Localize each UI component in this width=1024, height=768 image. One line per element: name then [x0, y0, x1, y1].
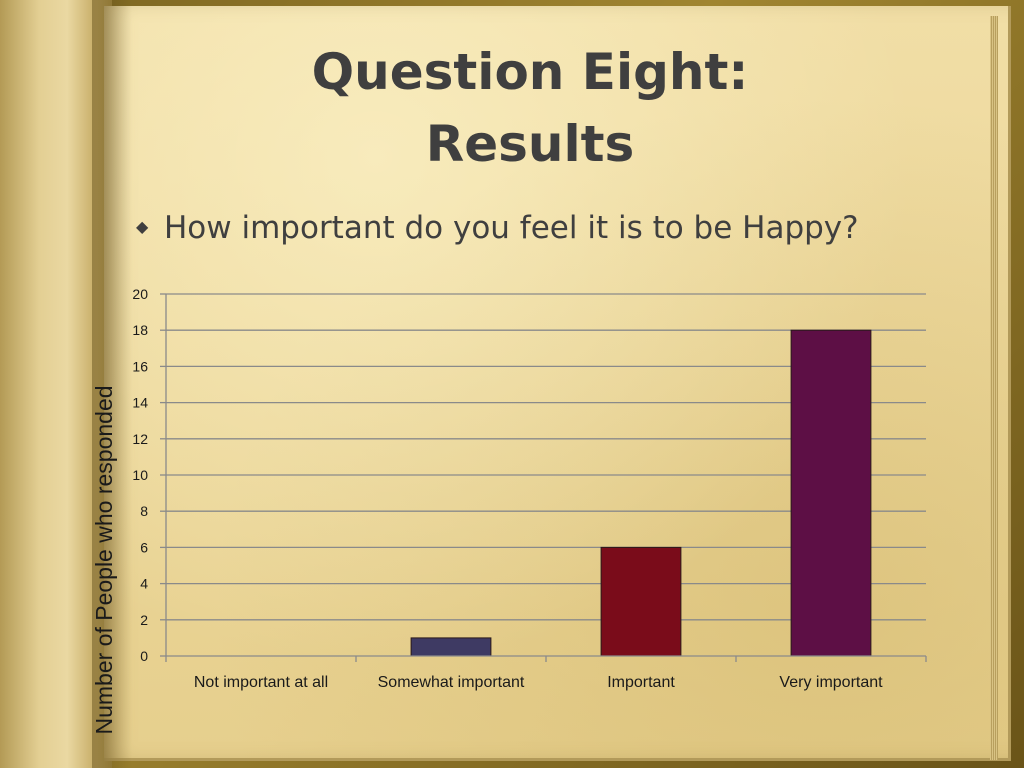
axes	[160, 293, 927, 662]
bar	[600, 546, 682, 657]
x-tick-label: Not important at all	[194, 674, 328, 691]
y-tick-label: 20	[132, 286, 148, 302]
y-tick-label: 16	[132, 358, 148, 374]
x-tick-label: Somewhat important	[378, 674, 525, 691]
bar	[410, 637, 492, 657]
y-tick-label: 0	[140, 648, 148, 664]
y-axis-label: Number of People who responded	[91, 385, 117, 734]
y-tick-label: 8	[140, 503, 148, 519]
x-tick-label: Important	[607, 674, 675, 691]
x-tick-labels: Not important at all Somewhat important Im…	[194, 674, 883, 691]
bar	[790, 329, 872, 657]
y-tick-label: 4	[140, 576, 148, 592]
y-tick-label: 12	[132, 431, 148, 447]
spine-shadow	[92, 0, 132, 768]
y-tick-label: 6	[140, 539, 148, 555]
bullet-point: ◆ How important do you feel it is to be H…	[136, 210, 936, 246]
bars	[410, 329, 872, 657]
bullet-text: How important do you feel it is to be Ha…	[164, 210, 859, 246]
slide-title: Question Eight: Results	[0, 36, 1024, 180]
title-line-1: Question Eight:	[311, 43, 749, 101]
page-edge	[990, 16, 998, 760]
y-tick-labels: 0 2 4 6 8 10 12 14 16 18 20	[132, 286, 148, 664]
y-tick-label: 10	[132, 467, 148, 483]
y-tick-label: 14	[132, 395, 148, 411]
book-spine	[0, 0, 112, 768]
diamond-bullet-icon: ◆	[136, 217, 149, 236]
x-tick-label: Very important	[779, 674, 883, 691]
y-tick-label: 2	[140, 612, 148, 628]
y-tick-label: 18	[132, 322, 148, 338]
title-line-2: Results	[425, 115, 635, 173]
